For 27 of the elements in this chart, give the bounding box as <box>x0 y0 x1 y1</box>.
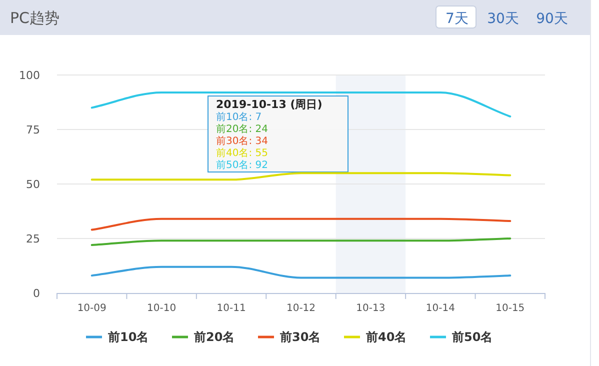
x-tick-label: 10-13 <box>356 303 386 314</box>
legend-label: 前40名 <box>365 330 407 344</box>
x-tick-label: 10-10 <box>147 303 176 314</box>
annotation: 前50名: 92 <box>216 159 268 171</box>
y-tick-label: 75 <box>26 124 40 136</box>
legend-label: 前20名 <box>193 330 235 344</box>
annotation: 前20名: 24 <box>216 123 268 135</box>
annotation: 前30名: 34 <box>216 135 268 147</box>
legend-label: 前10名 <box>107 330 149 344</box>
chart-title: PC趋势 <box>10 9 60 27</box>
y-tick-label: 50 <box>26 178 40 191</box>
y-tick-label: 25 <box>26 232 40 246</box>
x-tick-label: 10-14 <box>426 303 455 314</box>
annotation: 2019-10-13 (周日) <box>216 98 322 111</box>
text: 30天 <box>487 11 519 27</box>
y-tick-label: 0 <box>33 287 40 300</box>
text: 7天 <box>446 11 468 27</box>
y-tick-label: 100 <box>19 69 40 82</box>
legend-label: 前30名 <box>279 330 321 344</box>
legend-label: 前50名 <box>451 330 493 344</box>
x-tick-label: 10-09 <box>77 303 106 314</box>
x-tick-label: 10-11 <box>216 303 246 314</box>
text: 90天 <box>536 11 568 27</box>
annotation: 前10名: 7 <box>216 111 262 123</box>
x-tick-label: 10-12 <box>286 303 316 314</box>
x-tick-label: 10-15 <box>496 303 525 314</box>
annotation: 前40名: 55 <box>216 147 268 159</box>
